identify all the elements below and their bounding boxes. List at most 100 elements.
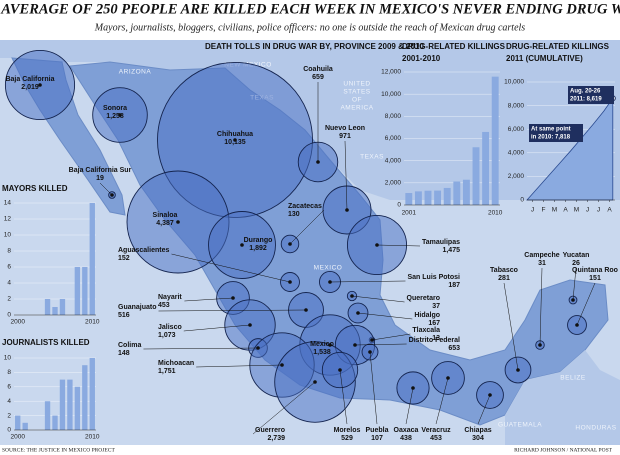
province-name: Chiapas [464,427,491,434]
province-value: 13 [432,335,440,342]
x-tick-label: A [607,207,612,214]
leader-line [183,324,251,332]
bubble-center [118,113,122,117]
province-value: 148 [118,350,130,357]
y-tick-label: 8 [7,248,11,255]
chart-subtitle: 2011 (CUMULATIVE) [506,54,583,63]
x-tick-label: 2010 [488,210,503,217]
map-label: GUATEMALA [498,422,542,429]
map-label: TEXAS [360,154,384,161]
y-tick-label: 6 [7,384,11,391]
y-tick-label: 6,000 [385,135,402,142]
province-value: 453 [430,435,442,442]
province-name: Campeche [524,252,560,259]
x-tick-label: 2000 [10,319,25,326]
leader-line [477,394,491,425]
province-value: 2,739 [267,435,285,442]
leader-line [369,351,378,425]
map-label: AMERICA [340,105,373,112]
province-name: Zacatecas [288,203,322,210]
y-tick-label: 4 [7,398,11,405]
province-value: 167 [428,320,440,327]
y-tick-label: 0 [7,312,11,319]
province-value: 453 [158,302,170,309]
x-tick-label: M [574,207,579,214]
leader-line [99,182,113,196]
y-tick-label: 2,000 [508,173,525,180]
province-name: Veracruz [421,427,451,434]
bar [59,379,66,430]
y-tick-label: 8,000 [385,113,402,120]
province-name: Chihuahua [217,131,253,138]
y-tick-label: 2,000 [385,180,402,187]
bar [491,76,499,205]
y-tick-label: 10 [4,355,12,362]
province-name: Queretaro [407,295,440,302]
map-label: HONDURAS [575,425,616,432]
province-name: Sinaloa [153,212,178,219]
annotation: At same point [531,127,571,133]
map-label: STATES [343,89,370,96]
province-value: 971 [339,133,351,140]
y-tick-label: 4 [7,280,11,287]
map-label: MEXICO [314,265,343,272]
province-name: Tlaxcala [412,327,440,334]
annotation-box [529,124,583,142]
province-value: 438 [400,435,412,442]
leader-line [351,295,405,303]
chart-subtitle: 2001-2010 [402,54,441,63]
province-value: 152 [118,255,130,262]
leader-line [539,267,543,346]
y-tick-label: 6,000 [508,126,525,133]
annotation-box [568,86,614,104]
province-name: Aguascalientes [118,247,169,254]
bar [74,267,81,315]
bar [443,187,451,205]
bar [15,415,21,430]
x-tick-label: J [597,207,600,214]
y-tick-label: 4,000 [385,157,402,164]
bubble-center [233,138,237,142]
x-tick-label: M [552,207,557,214]
province-value: 1,258 [106,113,124,120]
bar [453,181,461,205]
province-name: Distrito Federal [409,337,460,344]
chart-title: DRUG-RELATED KILLINGS [402,42,506,51]
bubble-center [176,220,180,224]
bar [22,422,28,430]
province-value: 37 [432,303,440,310]
province-name: Baja California Sur [69,167,132,174]
leader-line [143,347,259,350]
credit: RICHARD JOHNSON / NATIONAL POST [514,447,613,453]
bubble-center [328,343,332,347]
province-name: Yucatan [563,252,590,259]
leader-line [376,244,421,247]
subtitle: Mayors, journalists, bloggers, civilians… [94,22,526,33]
province-name: Nayarit [158,294,182,301]
province-value: 1,892 [249,245,267,252]
province-value: 4,387 [156,220,174,227]
province-value: 653 [448,345,460,352]
x-tick-label: 2010 [85,434,100,441]
province-value: 516 [118,312,130,319]
leader-line [503,282,519,371]
title: AN AVERAGE OF 250 PEOPLE ARE KILLED EACH… [0,1,620,17]
bar [44,299,51,315]
x-tick-label: 2000 [10,434,25,441]
map-label: UNITED [343,81,370,88]
province-name: Guanajuato [118,304,157,311]
province-name: Mexico [310,341,334,348]
province-name: Tabasco [490,267,518,274]
x-tick-label: 2010 [85,319,100,326]
y-tick-label: 14 [4,200,12,207]
bubble-center [240,243,244,247]
leader-line [344,140,348,211]
map-label: OF [352,97,362,104]
province-value: 187 [448,282,460,289]
province-name: Michoacan [158,360,194,367]
leader-line [371,333,411,341]
province-value: 1,475 [442,247,460,254]
y-tick-label: 4,000 [508,150,525,157]
x-tick-label: A [563,207,568,214]
